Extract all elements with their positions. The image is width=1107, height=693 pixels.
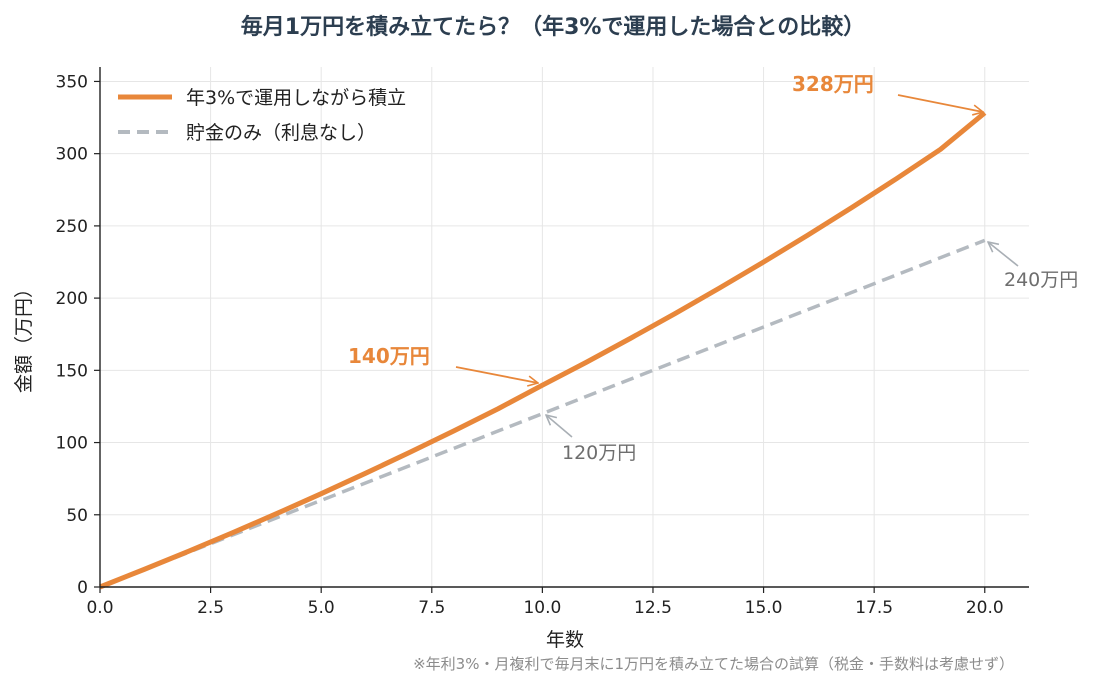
- y-tick-label: 250: [56, 217, 88, 237]
- annotation-arrow-120: [546, 415, 573, 438]
- x-tick-label: 15.0: [745, 598, 783, 618]
- x-tick-label: 5.0: [308, 598, 335, 618]
- x-axis-label: 年数: [546, 629, 584, 651]
- annotations: 328万円 140万円 240万円 120万円: [348, 72, 1078, 464]
- y-axis-label: 金額（万円）: [13, 279, 35, 393]
- grid-lines: [99, 67, 1029, 588]
- annotation-arrow-240: [988, 242, 1019, 267]
- footnote: ※年利3%・月複利で毎月末に1万円を積み立てた場合の試算（税金・手数料は考慮せず…: [413, 655, 1014, 673]
- y-tick-label: 0: [77, 578, 88, 598]
- annotation-label-240: 240万円: [1004, 269, 1078, 291]
- y-tick-label: 300: [56, 145, 88, 165]
- x-tick-label: 17.5: [855, 598, 893, 618]
- legend-label-invested: 年3%で運用しながら積立: [186, 87, 406, 109]
- axes: [99, 67, 1029, 588]
- y-axis-ticks: 0 50 100 150 200 250 300 350: [56, 72, 100, 598]
- y-tick-label: 350: [56, 72, 88, 92]
- x-tick-label: 12.5: [634, 598, 672, 618]
- legend: 年3%で運用しながら積立 貯金のみ（利息なし）: [118, 87, 406, 144]
- annotation-label-120: 120万円: [562, 442, 636, 464]
- series-layer: [99, 110, 987, 590]
- series-line-savings: [99, 238, 986, 589]
- annotation-arrow-328: [897, 94, 983, 112]
- y-tick-label: 100: [56, 434, 88, 454]
- series-line-invested: [99, 110, 987, 590]
- x-tick-label: 0.0: [86, 598, 113, 618]
- y-tick-label: 200: [56, 289, 88, 309]
- y-tick-label: 150: [56, 361, 88, 381]
- x-tick-label: 20.0: [966, 598, 1004, 618]
- x-tick-label: 7.5: [418, 598, 445, 618]
- chart-title: 毎月1万円を積み立てたら？（年3%で運用した場合との比較）: [241, 14, 865, 40]
- x-axis-ticks: 0.0 2.5 5.0 7.5 10.0 12.5 15.0 17.5 20.0: [86, 587, 1004, 618]
- legend-label-savings: 貯金のみ（利息なし）: [186, 122, 376, 144]
- annotation-label-140: 140万円: [348, 344, 430, 368]
- y-tick-label: 50: [66, 506, 88, 526]
- x-tick-label: 2.5: [197, 598, 224, 618]
- annotation-arrow-140: [455, 366, 538, 383]
- x-tick-label: 10.0: [523, 598, 561, 618]
- annotation-label-328: 328万円: [792, 72, 874, 96]
